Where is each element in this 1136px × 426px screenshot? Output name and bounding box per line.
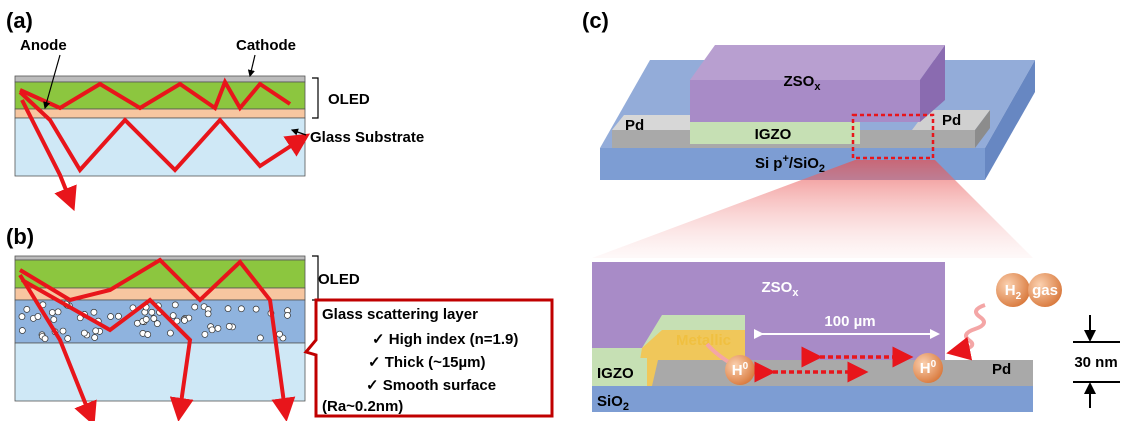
- scatter-particle: [209, 327, 215, 333]
- pd-label: Pd: [625, 117, 644, 134]
- pd-label: Pd: [942, 112, 961, 129]
- substrate-label: Glass Substrate: [310, 129, 424, 146]
- metallic-label: Metallic: [676, 332, 731, 349]
- scatter-particle: [205, 311, 211, 317]
- scatter-particle: [35, 313, 41, 319]
- scatter-particle: [253, 306, 259, 312]
- box-title: Glass scattering layer: [322, 306, 478, 323]
- scatter-particle: [145, 332, 151, 338]
- scatter-particle: [91, 309, 97, 315]
- scatter-particle: [60, 328, 66, 334]
- scatter-particle: [81, 330, 87, 336]
- scatter-particle: [143, 316, 149, 322]
- thickness-label: 30 nm: [1074, 354, 1117, 371]
- gas-label: gas: [1032, 282, 1058, 299]
- scatter-particle: [170, 313, 176, 319]
- scatter-particle: [24, 306, 30, 312]
- scatter-particle: [151, 316, 157, 322]
- panel-b: (b) OLED Glass scattering layer ✓ High i…: [6, 224, 552, 416]
- panel-label: (a): [6, 8, 33, 33]
- scatter-particle: [172, 302, 178, 308]
- scatter-particle: [55, 309, 61, 315]
- scatter-particle: [226, 323, 232, 329]
- igzo-label: IGZO: [755, 126, 792, 143]
- scatter-particle: [108, 314, 114, 320]
- scatter-particle: [19, 314, 25, 320]
- scatter-particle: [284, 312, 290, 318]
- cathode-label: Cathode: [236, 37, 296, 54]
- scatter-particle: [257, 335, 263, 341]
- panel-c: (c) ZSOx Pd Pd IGZO Si p+/SiO2 ZSOx H2 g…: [582, 8, 1120, 413]
- scatter-particle: [51, 317, 57, 323]
- box-item: (Ra~0.2nm): [322, 398, 403, 415]
- box-item: ✓ High index (n=1.9): [372, 331, 518, 348]
- panel-a: (a) Anode Cathode OLED Glass Substrate: [6, 8, 424, 200]
- panel-label: (c): [582, 8, 609, 33]
- oled-label: OLED: [328, 91, 370, 108]
- scatter-particle: [93, 328, 99, 334]
- anode-label: Anode: [20, 37, 67, 54]
- scatter-particle: [115, 313, 121, 319]
- scatter-particle: [65, 335, 71, 341]
- scatter-particle: [225, 306, 231, 312]
- scatter-particle: [238, 306, 244, 312]
- scatter-particle: [277, 331, 283, 337]
- scatter-particle: [92, 334, 98, 340]
- scatter-particle: [167, 330, 173, 336]
- scatter-particle: [19, 327, 25, 333]
- scatter-particle: [49, 310, 55, 316]
- scatter-particle: [42, 336, 48, 342]
- oled-label: OLED: [318, 271, 360, 288]
- substrate-label: Si p+/SiO2: [755, 153, 825, 175]
- figure: (a) Anode Cathode OLED Glass Substrate (…: [0, 0, 1136, 421]
- distance-label: 100 µm: [824, 313, 875, 330]
- scatter-particle: [192, 304, 198, 310]
- box-item: ✓ Smooth surface: [366, 377, 496, 394]
- pd-label: Pd: [992, 361, 1011, 378]
- scatter-particle: [215, 325, 221, 331]
- igzo-label: IGZO: [597, 365, 634, 382]
- scatter-particle: [181, 317, 187, 323]
- panel-label: (b): [6, 224, 34, 249]
- scatter-particle: [202, 331, 208, 337]
- box-item: ✓ Thick (~15µm): [368, 354, 486, 371]
- scatter-particle: [149, 309, 155, 315]
